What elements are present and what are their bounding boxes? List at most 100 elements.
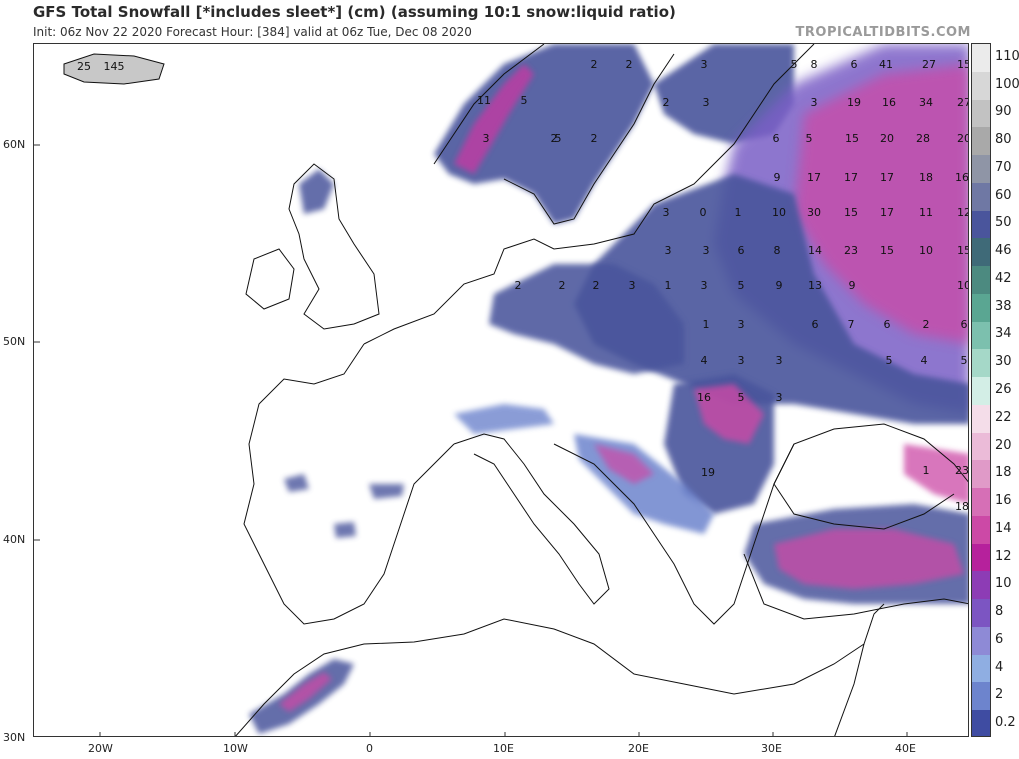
lon-label-10w: 10W bbox=[223, 742, 248, 755]
colorbar-label: 60 bbox=[995, 187, 1012, 203]
point-value: 7 bbox=[848, 318, 855, 331]
point-value: 30 bbox=[807, 206, 821, 219]
snow-russia-pink bbox=[794, 64, 968, 344]
point-value: 6 bbox=[773, 132, 780, 145]
point-value: 3 bbox=[738, 318, 745, 331]
point-value: 5 bbox=[521, 94, 528, 107]
colorbar-segment bbox=[972, 238, 990, 267]
point-value: 6 bbox=[884, 318, 891, 331]
point-value: 17 bbox=[844, 171, 858, 184]
colorbar-segment bbox=[972, 155, 990, 184]
colorbar-label: 18 bbox=[995, 465, 1012, 481]
colorbar-label: 110 bbox=[995, 48, 1019, 64]
point-value: 15 bbox=[880, 244, 894, 257]
colorbar-segment bbox=[972, 321, 990, 350]
coast-balkans bbox=[553, 443, 795, 625]
point-value: 5 bbox=[738, 391, 745, 404]
snow-carpathians-pink bbox=[694, 384, 764, 444]
snowfall-shading bbox=[64, 44, 968, 734]
point-value: 10 bbox=[957, 279, 969, 292]
coast-britain bbox=[288, 163, 380, 330]
colorbar-label: 50 bbox=[995, 215, 1012, 231]
point-value: 15 bbox=[845, 132, 859, 145]
point-value: 19 bbox=[701, 466, 715, 479]
lon-label-10e: 10E bbox=[493, 742, 514, 755]
snow-alps bbox=[454, 404, 554, 434]
colorbar-label: 8 bbox=[995, 604, 1004, 620]
point-value: 20 bbox=[957, 132, 969, 145]
point-value: 2 bbox=[626, 58, 633, 71]
snow-turkey-pink bbox=[774, 529, 964, 589]
point-value: 4 bbox=[921, 354, 928, 367]
colorbar-segment bbox=[972, 710, 990, 736]
snow-dinaric-pink bbox=[594, 444, 654, 484]
point-value: 9 bbox=[849, 279, 856, 292]
colorbar-segment bbox=[972, 182, 990, 212]
point-value: 17 bbox=[880, 206, 894, 219]
point-value: 18 bbox=[919, 171, 933, 184]
point-value: 25 bbox=[77, 60, 91, 73]
point-value: 23 bbox=[844, 244, 858, 257]
colorbar-label: 80 bbox=[995, 132, 1012, 148]
point-value: 3 bbox=[776, 354, 783, 367]
coast-continent bbox=[363, 44, 815, 345]
colorbar-label: 100 bbox=[995, 76, 1019, 92]
point-value: 27 bbox=[957, 96, 969, 109]
point-value: 3 bbox=[663, 206, 670, 219]
coast-africa bbox=[235, 618, 865, 736]
coast-italy bbox=[453, 433, 610, 605]
point-values: 2514522115325235864127152331916342765152… bbox=[77, 58, 969, 513]
point-value: 20 bbox=[880, 132, 894, 145]
colorbar-segment bbox=[972, 99, 990, 128]
point-value: 18 bbox=[955, 500, 969, 513]
point-value: 8 bbox=[811, 58, 818, 71]
colorbar-label: 10 bbox=[995, 576, 1012, 592]
colorbar-segment bbox=[972, 349, 990, 378]
snow-norway-coast bbox=[454, 64, 534, 174]
point-value: 3 bbox=[703, 96, 710, 109]
point-value: 10 bbox=[772, 206, 786, 219]
point-value: 15 bbox=[957, 244, 969, 257]
coast-turkey bbox=[743, 553, 968, 620]
colorbar-segment bbox=[972, 44, 990, 73]
point-value: 2 bbox=[515, 279, 522, 292]
point-value: 15 bbox=[844, 206, 858, 219]
lat-label-40n: 40N bbox=[3, 533, 26, 546]
point-value: 17 bbox=[807, 171, 821, 184]
coast-ireland bbox=[245, 248, 295, 310]
coast-iceland bbox=[63, 53, 165, 85]
colorbar-segment bbox=[972, 682, 990, 711]
point-value: 2 bbox=[663, 96, 670, 109]
colorbar-label: 70 bbox=[995, 159, 1012, 175]
colorbar-segment bbox=[972, 654, 990, 683]
colorbar-segment bbox=[972, 210, 990, 239]
colorbar-segment bbox=[972, 515, 990, 545]
point-value: 1 bbox=[665, 279, 672, 292]
colorbar-segment bbox=[972, 626, 990, 656]
snow-caucasus bbox=[904, 444, 968, 504]
coast-scandinavia bbox=[433, 44, 675, 225]
point-value: 14 bbox=[808, 244, 822, 257]
map-title: GFS Total Snowfall [*includes sleet*] (c… bbox=[33, 3, 676, 21]
colorbar-segment bbox=[972, 460, 990, 489]
point-value: 9 bbox=[774, 171, 781, 184]
lat-label-50n: 50N bbox=[3, 335, 26, 348]
colorbar-label: 42 bbox=[995, 270, 1012, 286]
colorbar-segment bbox=[972, 488, 990, 517]
point-value: 8 bbox=[774, 244, 781, 257]
point-value: 10 bbox=[919, 244, 933, 257]
point-value: 6 bbox=[851, 58, 858, 71]
colorbar-segment bbox=[972, 266, 990, 295]
coastlines bbox=[63, 44, 968, 736]
colorbar-label: 12 bbox=[995, 548, 1012, 564]
colorbar-segment bbox=[972, 404, 990, 434]
frame-ticks bbox=[34, 144, 908, 736]
colorbar-segment bbox=[972, 599, 990, 628]
point-value: 19 bbox=[847, 96, 861, 109]
point-value: 145 bbox=[104, 60, 125, 73]
colorbar-segment bbox=[972, 127, 990, 156]
colorbar-label: 34 bbox=[995, 326, 1012, 342]
colorbar-segment bbox=[972, 432, 990, 461]
point-value: 1 bbox=[923, 464, 930, 477]
colorbar-label: 26 bbox=[995, 382, 1012, 397]
